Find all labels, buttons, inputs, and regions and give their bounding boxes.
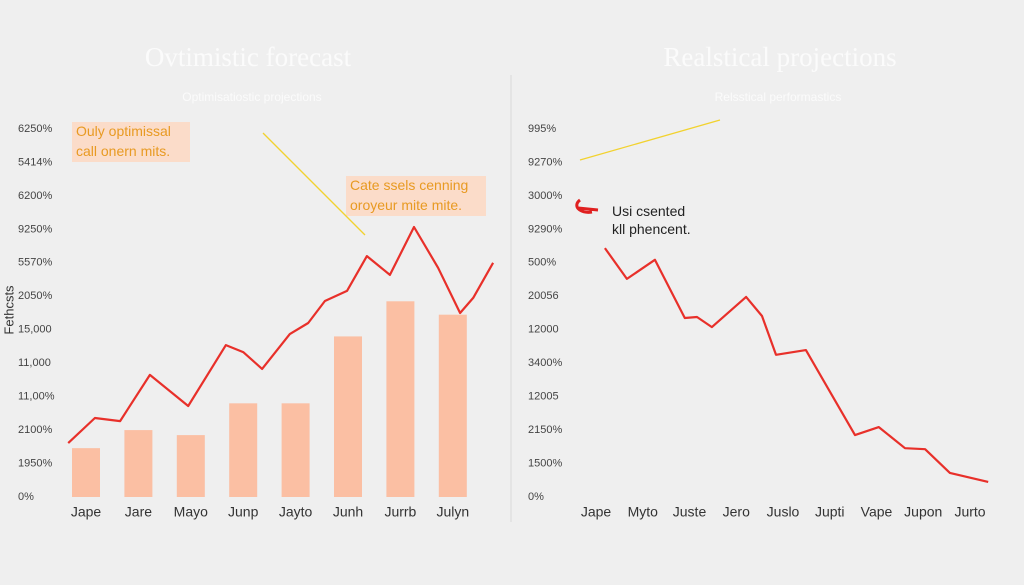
y-tick-label: 9270% — [528, 156, 562, 168]
y-tick-label: 1500% — [528, 457, 562, 469]
x-tick-label: Myto — [628, 504, 659, 520]
x-tick-label: Junp — [228, 504, 259, 520]
x-tick-label: Jare — [125, 504, 152, 520]
left-subtitle: Optimisatiostic projections — [182, 90, 321, 104]
x-tick-label: Jurto — [954, 504, 985, 520]
y-tick-label: 2050% — [18, 290, 52, 302]
annotation: Usi csented kll phencent. — [612, 203, 691, 237]
x-tick-label: Junh — [333, 504, 363, 520]
y-tick-label: 3000% — [528, 190, 562, 202]
y-tick-label: 5414% — [18, 156, 52, 168]
y-tick-label: 12005 — [528, 391, 559, 403]
y-tick-label: 20056 — [528, 290, 559, 302]
x-tick-label: Jero — [723, 504, 750, 520]
y-tick-label: 6250% — [18, 123, 52, 135]
x-tick-label: Vape — [861, 504, 893, 520]
bar — [281, 403, 310, 497]
bar — [438, 314, 467, 497]
y-tick-label: 2100% — [18, 424, 52, 436]
y-tick-label: 1950% — [18, 457, 52, 469]
annotation-arrow — [262, 132, 366, 236]
y-tick-label: 2150% — [528, 424, 562, 436]
x-tick-label: Jupti — [815, 504, 845, 520]
annotation-arrow — [579, 119, 721, 161]
annotation-line: kll phencent. — [612, 221, 691, 237]
annotation: Ouly optimissal call onern mits. — [76, 123, 171, 159]
x-tick-label: Jurrb — [384, 504, 416, 520]
right-subtitle: Relsstical performastics — [715, 90, 842, 104]
x-tick-label: Juslo — [767, 504, 800, 520]
y-tick-label: 995% — [528, 123, 556, 135]
annotation-line: Ouly optimissal — [76, 123, 171, 139]
annotation-box — [346, 176, 486, 216]
x-tick-label: Mayo — [174, 504, 208, 520]
y-tick-label: 11,00% — [18, 391, 55, 403]
annotation: Cate ssels cenning oroyeur mite mite. — [350, 177, 468, 213]
annotation-line: call onern mits. — [76, 143, 170, 159]
y-tick-label: 0% — [18, 491, 34, 503]
x-tick-label: Jape — [71, 504, 102, 520]
data-line — [604, 247, 989, 483]
y-tick-label: 500% — [528, 257, 556, 269]
bar — [386, 301, 415, 497]
y-tick-label: 12000 — [528, 324, 559, 336]
annotation-arrow — [575, 198, 599, 214]
y-tick-label: 6200% — [18, 190, 52, 202]
x-tick-label: Jape — [581, 504, 612, 520]
bar — [124, 430, 153, 497]
y-tick-label: 9250% — [18, 223, 52, 235]
annotation-box — [72, 122, 190, 162]
x-tick-label: Julyn — [436, 504, 469, 520]
right-title: Realstical projections — [663, 42, 896, 72]
annotation-line: Cate ssels cenning — [350, 177, 468, 193]
y-tick-label: 9290% — [528, 223, 562, 235]
y-tick-label: 3400% — [528, 357, 562, 369]
x-tick-label: Juste — [673, 504, 707, 520]
y-tick-label: 0% — [528, 491, 544, 503]
left-title: Ovtimistic forecast — [145, 42, 352, 72]
bar — [229, 403, 258, 497]
bar — [176, 435, 205, 497]
y-tick-label: 5570% — [18, 257, 52, 269]
x-tick-label: Jayto — [279, 504, 313, 520]
y-axis-label: Fethcsts — [1, 285, 16, 335]
data-line — [67, 225, 495, 444]
bar — [334, 336, 362, 497]
x-tick-label: Jupon — [904, 504, 942, 520]
bar — [72, 448, 100, 497]
y-tick-label: 11,000 — [18, 357, 51, 369]
y-tick-label: 15,000 — [18, 324, 52, 336]
annotation-line: Usi csented — [612, 203, 685, 219]
annotation-line: oroyeur mite mite. — [350, 197, 462, 213]
